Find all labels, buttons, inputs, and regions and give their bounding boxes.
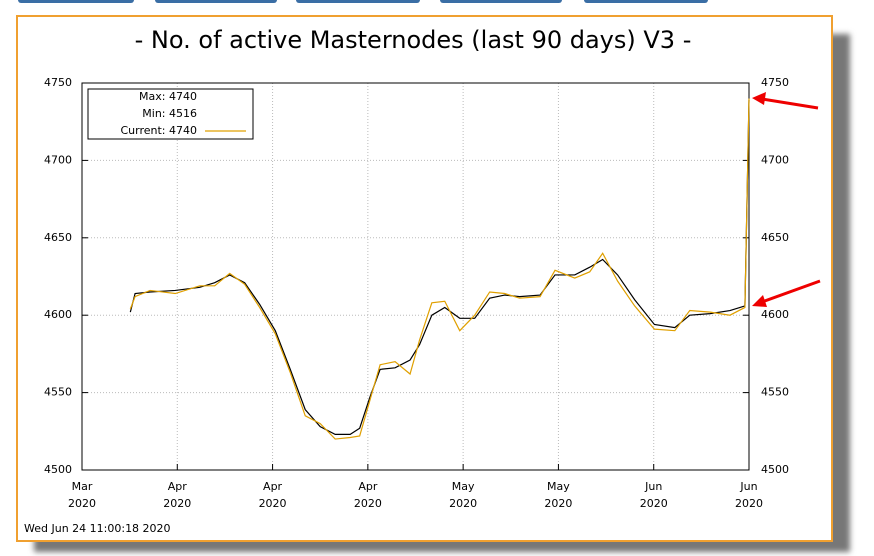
y2-tick-label: 4700	[761, 153, 789, 166]
y2-tick-label: 4500	[761, 463, 789, 476]
x-tick-label: Apr 2020	[258, 480, 287, 510]
y2-tick-label: 4600	[761, 308, 789, 321]
tab	[18, 0, 134, 3]
y-tick-label: 4750	[44, 76, 72, 89]
y-tick-label: 4600	[44, 308, 72, 321]
x-tick-label: Apr 2020	[163, 480, 192, 510]
x-tick-label: May 2020	[449, 480, 478, 510]
series-line	[129, 98, 750, 440]
chart-title: - No. of active Masternodes (last 90 day…	[135, 26, 692, 54]
x-tick-label: Jun 2020	[735, 480, 763, 510]
legend-stat: Max: 4740	[139, 90, 197, 103]
plot-border	[81, 82, 750, 471]
tab	[440, 0, 562, 3]
y2-tick-label: 4550	[761, 386, 789, 399]
tab	[584, 0, 708, 3]
x-tick-label: Apr 2020	[353, 480, 382, 510]
series-line	[129, 100, 750, 435]
legend-label: Current: 4740	[120, 124, 197, 137]
x-tick-label: May 2020	[544, 480, 573, 510]
y-tick-label: 4700	[44, 153, 72, 166]
tab	[155, 0, 277, 3]
arrow	[752, 92, 821, 307]
y-tick-label: 4650	[44, 231, 72, 244]
y-tick-label: 4500	[44, 463, 72, 476]
timestamp: Wed Jun 24 11:00:18 2020	[24, 522, 171, 535]
y-tick-label: 4550	[44, 386, 72, 399]
legend: Max: 4740 Min: 4516 Current: 4740	[87, 88, 254, 140]
x-tick-label: Mar 2020	[68, 480, 96, 510]
y2-tick-label: 4750	[761, 76, 789, 89]
tab	[296, 0, 420, 3]
x-tick-label: Jun 2020	[639, 480, 668, 510]
y2-tick-label: 4650	[761, 231, 789, 244]
legend-stat: Min: 4516	[142, 107, 197, 120]
